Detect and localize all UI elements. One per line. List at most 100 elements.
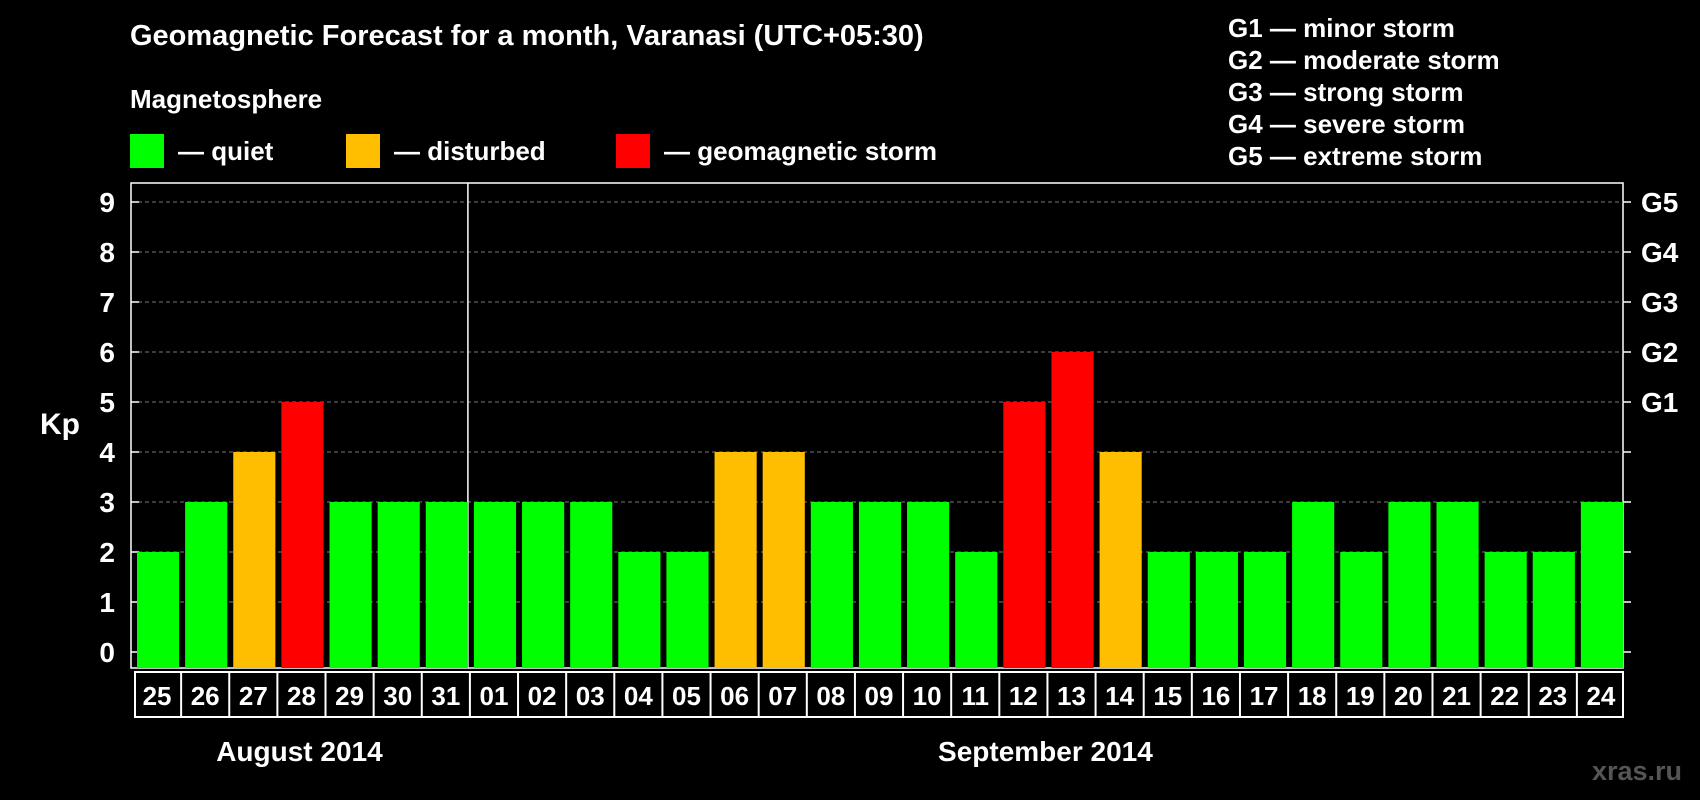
bar — [1051, 352, 1094, 668]
bar — [1580, 502, 1623, 668]
legend-subtitle: Magnetosphere — [130, 84, 323, 114]
bar — [185, 502, 228, 668]
legend-swatch-quiet — [130, 134, 164, 168]
x-tick-label: 19 — [1346, 681, 1375, 711]
bar — [1484, 552, 1527, 668]
x-tick-label: 24 — [1586, 681, 1615, 711]
bar — [1147, 552, 1190, 668]
g-tick-label: G1 — [1641, 387, 1678, 418]
x-tick-label: 08 — [816, 681, 845, 711]
bar — [1436, 502, 1479, 668]
legend-swatch-storm — [616, 134, 650, 168]
bar — [1532, 552, 1575, 668]
legend-label-storm: — geomagnetic storm — [664, 135, 938, 166]
y-tick-label: 6 — [99, 337, 115, 368]
bar — [666, 552, 709, 668]
g-tick-label: G2 — [1641, 337, 1678, 368]
x-tick-label: 05 — [672, 681, 701, 711]
legend-label-quiet: — quiet — [178, 135, 274, 166]
g-scale-item: G2 — moderate storm — [1228, 45, 1500, 75]
bar — [1003, 402, 1046, 668]
x-tick-label: 31 — [431, 681, 460, 711]
x-tick-label: 13 — [1057, 681, 1086, 711]
x-label-box — [134, 671, 1624, 718]
bar — [1292, 502, 1335, 668]
x-tick-label: 16 — [1201, 681, 1230, 711]
x-tick-label: 26 — [191, 681, 220, 711]
x-tick-label: 02 — [528, 681, 557, 711]
bar — [955, 552, 998, 668]
legend-disturbed: — disturbed — [346, 134, 546, 168]
g-scale-item: G5 — extreme storm — [1228, 141, 1483, 171]
bar — [618, 552, 661, 668]
y-tick-label: 4 — [99, 437, 115, 468]
x-tick-label: 18 — [1298, 681, 1327, 711]
x-tick-label: 28 — [287, 681, 316, 711]
g-scale-item: G3 — strong storm — [1228, 77, 1464, 107]
chart-title: Geomagnetic Forecast for a month, Varana… — [130, 20, 924, 52]
x-tick-label: 30 — [383, 681, 412, 711]
y-tick-label: 1 — [99, 587, 115, 618]
x-tick-label: 06 — [720, 681, 749, 711]
x-tick-label: 23 — [1538, 681, 1567, 711]
x-tick-label: 29 — [335, 681, 364, 711]
x-tick-label: 04 — [624, 681, 653, 711]
x-tick-label: 21 — [1442, 681, 1471, 711]
watermark: xras.ru — [1591, 756, 1682, 786]
x-tick-label: 12 — [1009, 681, 1038, 711]
bar — [233, 452, 276, 668]
bar — [1099, 452, 1142, 668]
bar — [1195, 552, 1238, 668]
bar — [714, 452, 757, 668]
g-tick-label: G5 — [1641, 187, 1678, 218]
bar — [473, 502, 517, 668]
x-tick-label: 27 — [239, 681, 268, 711]
x-tick-label: 15 — [1153, 681, 1182, 711]
g-scale-legend: G1 — minor storm G2 — moderate storm G3 … — [1228, 12, 1500, 172]
bar — [377, 502, 420, 668]
bar — [522, 502, 565, 668]
x-tick-label: 22 — [1490, 681, 1519, 711]
bar — [425, 502, 468, 668]
x-tick-label: 10 — [913, 681, 942, 711]
x-tick-label: 03 — [576, 681, 605, 711]
bar — [281, 402, 324, 668]
g-tick-label: G3 — [1641, 287, 1678, 318]
x-tick-label: 14 — [1105, 681, 1134, 711]
y-tick-label: 3 — [99, 487, 115, 518]
y-axis-label: Kp — [40, 408, 80, 441]
y-tick-label: 2 — [99, 537, 115, 568]
bar — [858, 502, 902, 668]
legend-storm: — geomagnetic storm — [616, 134, 937, 168]
x-tick-label: 01 — [480, 681, 509, 711]
bar — [137, 552, 180, 668]
bar — [810, 502, 853, 668]
y-tick-label: 5 — [99, 387, 115, 418]
bar — [762, 452, 805, 668]
x-tick-label: 25 — [143, 681, 172, 711]
bar — [1340, 552, 1383, 668]
x-tick-label: 17 — [1250, 681, 1279, 711]
legend-quiet: — quiet — [130, 134, 273, 168]
bar — [907, 502, 950, 668]
g-scale-item: G4 — severe storm — [1228, 109, 1466, 139]
bar — [570, 502, 613, 668]
g-scale-item: G1 — minor storm — [1228, 13, 1455, 43]
bar — [1388, 502, 1431, 668]
legend-label-disturbed: — disturbed — [394, 135, 546, 166]
x-tick-label: 20 — [1394, 681, 1423, 711]
x-tick-label: 11 — [962, 681, 990, 711]
g-tick-label: G4 — [1641, 237, 1679, 268]
x-tick-label: 07 — [768, 681, 797, 711]
x-tick-label: 09 — [865, 681, 894, 711]
y-tick-label: 7 — [99, 287, 115, 318]
bar — [1243, 552, 1287, 668]
y-tick-label: 8 — [99, 237, 115, 268]
bar — [329, 502, 372, 668]
y-tick-label: 0 — [99, 637, 115, 668]
month-label-september: September 2014 — [938, 736, 1153, 767]
month-label-august: August 2014 — [216, 736, 383, 767]
y-tick-label: 9 — [99, 187, 115, 218]
legend-swatch-disturbed — [346, 134, 380, 168]
